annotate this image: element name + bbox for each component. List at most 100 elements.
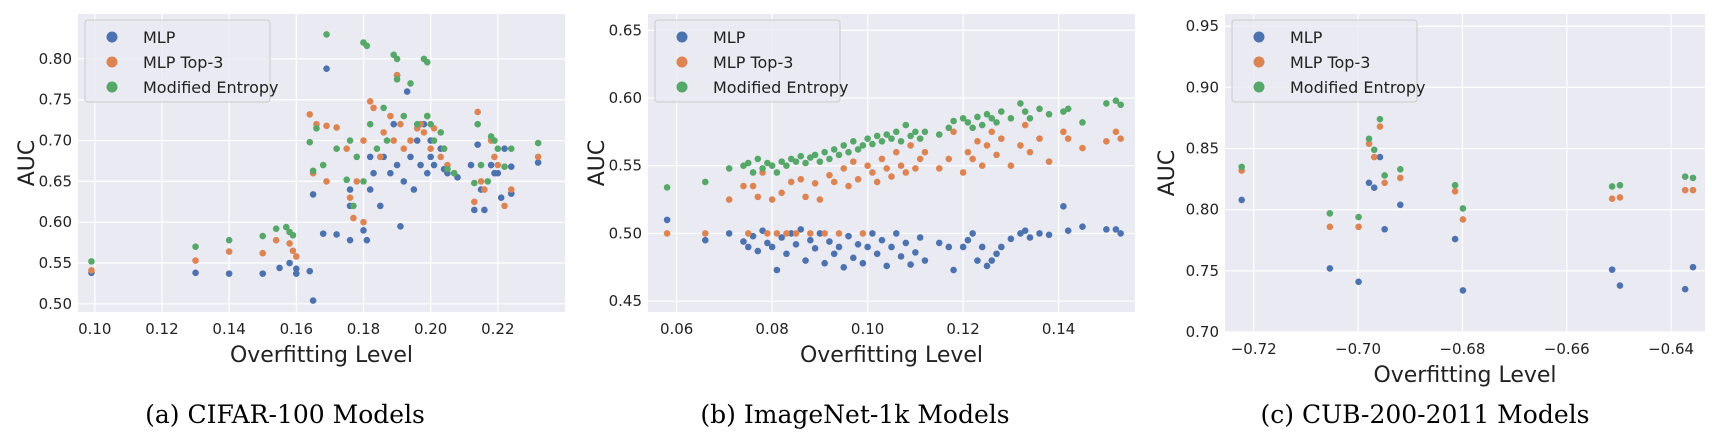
y-tick-label: 0.80 — [1186, 201, 1219, 219]
data-point — [988, 115, 996, 122]
data-point — [293, 270, 300, 277]
data-point — [309, 167, 317, 175]
data-point — [783, 250, 790, 258]
data-point — [826, 171, 833, 179]
data-point — [850, 254, 857, 262]
data-point — [393, 55, 401, 63]
data-point — [192, 243, 199, 250]
x-tick-label: 0.14 — [212, 320, 245, 338]
data-point — [945, 124, 953, 132]
data-point — [950, 117, 957, 125]
data-point — [289, 247, 297, 255]
data-point — [407, 80, 414, 87]
legend-label: MLP — [143, 28, 176, 47]
data-point — [467, 161, 475, 169]
data-point — [192, 257, 199, 264]
data-point — [959, 169, 967, 176]
data-point — [1370, 184, 1378, 191]
data-point — [916, 135, 924, 142]
data-point — [792, 240, 800, 248]
data-point — [792, 158, 800, 165]
data-point — [701, 178, 709, 186]
data-point — [978, 121, 986, 129]
x-tick-label: 0.22 — [481, 320, 514, 338]
data-point — [387, 169, 394, 177]
data-point — [835, 151, 843, 159]
data-point — [1689, 263, 1697, 271]
data-point — [912, 165, 919, 172]
x-tick-label: 0.12 — [946, 320, 979, 338]
data-point — [783, 162, 790, 170]
data-point — [1045, 231, 1053, 239]
data-point — [437, 153, 445, 161]
y-tick-label: 0.50 — [609, 224, 642, 242]
data-point — [859, 259, 867, 267]
data-point — [883, 131, 891, 138]
data-point — [501, 202, 508, 210]
data-point — [534, 139, 542, 147]
data-point — [1616, 181, 1624, 189]
data-point — [430, 137, 438, 144]
data-point — [423, 58, 431, 66]
legend-label: Modified Entropy — [713, 78, 849, 97]
data-point — [309, 297, 317, 304]
data-point — [534, 159, 542, 166]
data-point — [778, 234, 785, 241]
data-point — [773, 169, 781, 176]
legend-marker — [676, 56, 688, 68]
data-point — [845, 182, 852, 190]
data-point — [1365, 135, 1373, 143]
data-point — [1376, 123, 1384, 130]
data-point — [383, 137, 391, 144]
data-point — [430, 161, 438, 169]
data-point — [276, 264, 283, 272]
legend-marker — [106, 81, 118, 93]
data-point — [491, 153, 498, 161]
data-point — [773, 266, 781, 274]
data-point — [764, 230, 771, 237]
x-tick-label: −0.64 — [1648, 340, 1694, 358]
data-point — [313, 125, 320, 132]
data-point — [403, 88, 411, 95]
data-point — [854, 240, 862, 248]
legend-marker — [1253, 31, 1265, 43]
data-point — [974, 257, 981, 264]
data-point — [1103, 138, 1110, 145]
data-point — [360, 178, 367, 185]
legend-marker — [676, 81, 688, 93]
x-axis-title: Overfitting Level — [1373, 363, 1556, 388]
x-tick-label: −0.68 — [1439, 340, 1485, 358]
data-point — [983, 262, 991, 270]
data-point — [1459, 205, 1467, 212]
data-point — [1079, 144, 1086, 152]
data-point — [323, 178, 330, 185]
data-point — [350, 202, 357, 210]
data-point — [293, 265, 300, 273]
data-point — [912, 249, 919, 256]
data-point — [916, 155, 924, 163]
data-point — [983, 110, 991, 118]
legend-label: MLP Top-3 — [143, 53, 223, 72]
y-tick-label: 0.65 — [39, 172, 72, 190]
data-point — [333, 231, 340, 238]
data-point — [1017, 142, 1024, 149]
data-point — [1112, 97, 1120, 104]
data-point — [1326, 210, 1334, 217]
data-point — [360, 218, 367, 226]
data-point — [787, 230, 795, 237]
legend-marker — [1253, 81, 1265, 93]
data-point — [494, 145, 502, 153]
data-point — [88, 267, 95, 274]
data-point — [754, 193, 762, 201]
data-point — [1397, 201, 1404, 209]
y-tick-label: 0.80 — [39, 50, 72, 68]
data-point — [663, 216, 671, 224]
data-point — [759, 165, 766, 172]
legend-label: MLP Top-3 — [713, 53, 793, 72]
data-point — [797, 152, 805, 160]
data-point — [88, 258, 95, 265]
data-point — [272, 236, 280, 244]
data-point — [840, 142, 848, 149]
data-point — [306, 138, 314, 146]
data-point — [897, 253, 905, 260]
